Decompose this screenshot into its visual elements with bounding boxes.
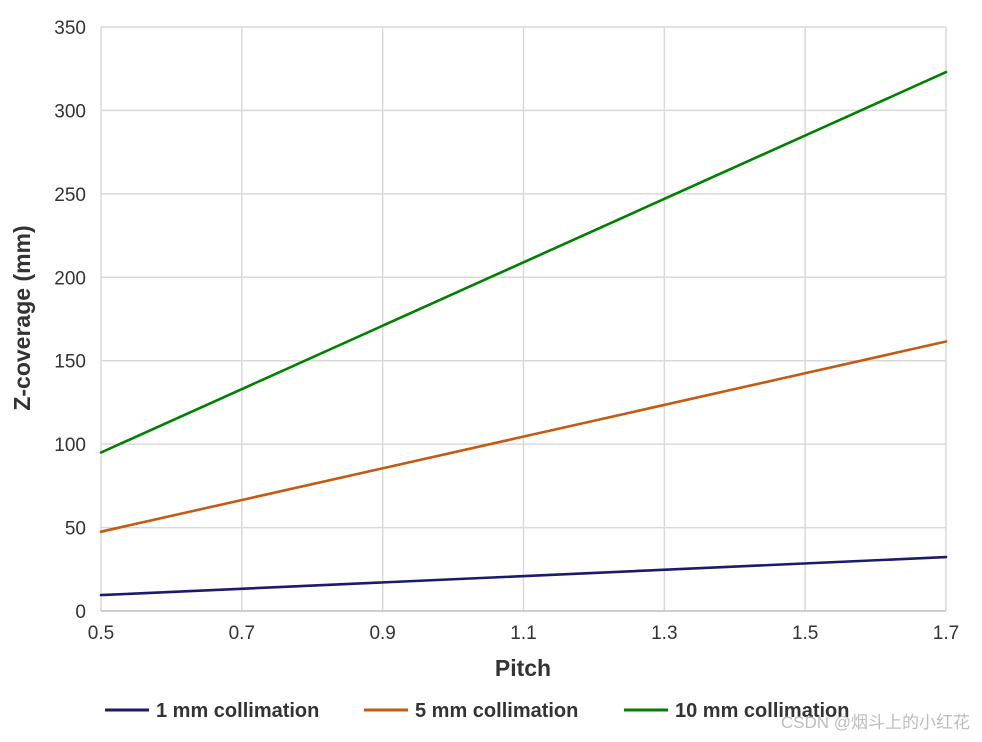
legend-label: 5 mm collimation: [415, 700, 578, 722]
legend-label: 1 mm collimation: [156, 700, 319, 722]
y-tick-label: 50: [65, 519, 86, 540]
x-tick-label: 0.7: [229, 623, 255, 644]
series-lines: [99, 70, 948, 597]
x-tick-label: 1.1: [510, 623, 536, 644]
y-tick-label: 100: [54, 435, 86, 456]
grid-lines: [100, 26, 947, 611]
y-tick-label: 0: [75, 602, 86, 623]
y-tick-label: 200: [54, 268, 86, 289]
y-tick-label: 350: [54, 18, 86, 39]
y-tick-label: 300: [54, 101, 86, 122]
x-tick-labels: 0.5 0.7 0.9 1.1 1.3 1.5 1.7: [88, 623, 959, 644]
legend: 1 mm collimation 5 mm collimation 10 mm co…: [105, 700, 850, 722]
legend-item: 10 mm collimation: [624, 700, 850, 722]
legend-label: 10 mm collimation: [675, 700, 850, 722]
y-tick-label: 150: [54, 352, 86, 373]
y-axis-title: Z-coverage (mm): [9, 225, 35, 410]
series-line-3: [99, 70, 948, 454]
y-tick-label: 250: [54, 185, 86, 206]
series-line-1: [99, 555, 948, 597]
legend-item: 1 mm collimation: [105, 700, 319, 722]
x-tick-label: 0.5: [88, 623, 114, 644]
legend-item: 5 mm collimation: [364, 700, 578, 722]
x-axis-title: Pitch: [495, 655, 551, 681]
x-tick-label: 1.3: [651, 623, 677, 644]
series-line-2: [99, 340, 948, 534]
y-tick-labels: 0 50 100 150 200 250 300 350: [54, 18, 86, 623]
x-tick-label: 0.9: [369, 623, 395, 644]
x-tick-label: 1.7: [933, 623, 959, 644]
x-tick-label: 1.5: [792, 623, 818, 644]
watermark-text: CSDN @烟斗上的小红花: [781, 713, 970, 732]
